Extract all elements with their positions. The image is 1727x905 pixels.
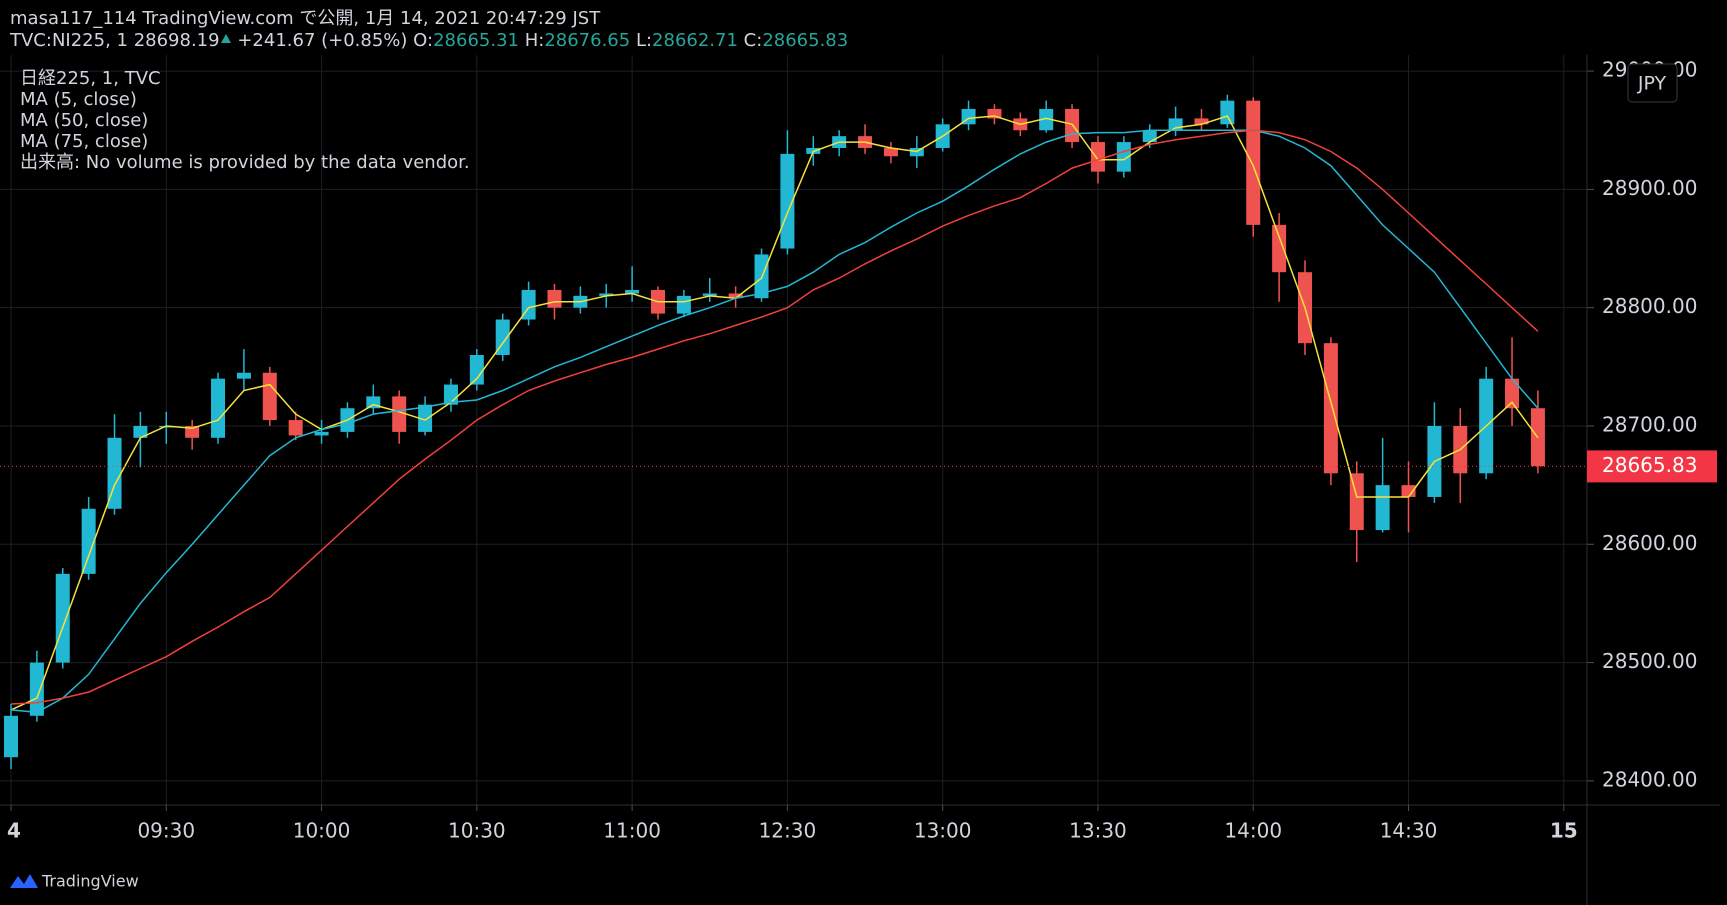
symbol: TVC:NI225, 1	[10, 30, 128, 51]
candle-body	[4, 715, 18, 758]
candle-body	[987, 108, 1002, 119]
last-price-box	[1587, 450, 1717, 483]
ohlc-value: 28662.71	[652, 30, 738, 51]
ma-line	[10, 115, 1539, 711]
ohlc-value: 28676.65	[544, 30, 631, 51]
candle-body	[1039, 108, 1054, 131]
x-tick-label: 12:30	[759, 819, 817, 843]
candle-body	[1246, 100, 1261, 225]
candle-body	[1349, 473, 1364, 531]
candle-body	[236, 372, 251, 379]
candle-body	[1168, 118, 1183, 131]
change: +241.67 (+0.85%)	[237, 30, 408, 51]
candle-body	[314, 431, 329, 436]
candle-body	[625, 289, 640, 294]
footer-text: TradingView	[41, 872, 139, 891]
x-tick-label: 09:30	[137, 819, 195, 843]
candle-body	[1142, 130, 1157, 143]
price: 28698.19	[133, 30, 220, 51]
last-price-label: 28665.83	[1602, 453, 1697, 477]
axes: 28400.00 28500.00 28600.00 28700.00 28800.00…	[7, 58, 1717, 843]
legend-entry: MA (5, close)	[20, 89, 137, 110]
x-tick-label: 13:00	[914, 819, 972, 843]
currency-box	[1627, 63, 1678, 103]
candle-body	[288, 420, 303, 436]
candle-body	[81, 508, 96, 574]
currency-label: JPY	[1637, 73, 1667, 95]
candle-body	[1116, 142, 1131, 172]
x-tick-label: 10:30	[448, 819, 506, 843]
legend-entry: MA (50, close)	[20, 110, 149, 131]
candle-body	[392, 396, 407, 432]
candle-body	[29, 662, 44, 716]
y-tick-label: 28700.00	[1602, 412, 1697, 436]
ohlc-value: 28665.31	[433, 30, 519, 51]
legend-entry: MA (75, close)	[20, 131, 149, 152]
candle-body	[599, 293, 614, 296]
candle-body	[1401, 485, 1416, 497]
candle-body	[1323, 343, 1338, 474]
footer-logo	[10, 874, 38, 888]
candle-body	[1272, 224, 1287, 273]
candle-body	[1505, 378, 1520, 409]
ohlc-label: O:	[413, 30, 434, 51]
x-tick-label: 11:00	[603, 819, 661, 843]
ohlc-label: L:	[635, 30, 653, 51]
legend-title: 日経225, 1, TVC	[20, 68, 161, 89]
candle-body	[883, 147, 898, 157]
candle-body	[133, 425, 148, 438]
y-tick-label: 28600.00	[1602, 531, 1697, 555]
candle-body	[211, 378, 226, 438]
header-line-1: masa117_114 TradingView.com で公開, 1月 14, …	[10, 8, 600, 30]
x-tick-label: 4	[7, 819, 21, 843]
y-tick-label: 28500.00	[1602, 649, 1697, 673]
candle-body	[1220, 100, 1235, 125]
candle-body	[55, 573, 70, 663]
ohlc: O:28665.31 H:28676.65 L:28662.71 C:28665…	[413, 30, 848, 51]
logo-icon	[10, 874, 38, 888]
x-tick-label: 13:30	[1069, 819, 1127, 843]
plot	[0, 94, 1587, 770]
candle-body	[547, 289, 562, 308]
x-tick-label: 15	[1550, 819, 1578, 843]
candle-body	[780, 153, 795, 249]
x-tick-label: 14:30	[1380, 819, 1438, 843]
candle-body	[676, 295, 691, 314]
candle-body	[495, 319, 510, 355]
volume-note: 出来高: No volume is provided by the data v…	[20, 152, 470, 173]
candle-body	[185, 425, 200, 438]
publish-info: masa117_114 TradingView.com で公開, 1月 14, …	[10, 8, 601, 29]
header-line-2: TVC:NI225, 1 28698.19 +241.67 (+0.85%) O…	[10, 30, 848, 52]
candle-body	[1090, 142, 1105, 172]
candle-body	[262, 372, 277, 421]
candle-body	[1194, 118, 1209, 125]
candle-body	[418, 404, 433, 432]
ohlc-value: 28665.83	[762, 30, 849, 51]
candle-body	[469, 355, 484, 385]
x-tick-label: 10:00	[293, 819, 351, 843]
ohlc-label: C:	[743, 30, 763, 51]
x-tick-label: 14:00	[1224, 819, 1282, 843]
candle-body	[366, 396, 381, 409]
candle-body	[1375, 485, 1390, 531]
ohlc-label: H:	[524, 30, 545, 51]
y-tick-label: 28400.00	[1602, 767, 1697, 791]
up-arrow	[220, 34, 231, 43]
candle-body	[107, 437, 122, 509]
candle-body	[728, 293, 743, 299]
ma-line	[10, 129, 1539, 705]
y-tick-label: 28900.00	[1602, 176, 1697, 200]
candle-body	[702, 293, 717, 296]
ma-line	[10, 129, 1539, 714]
y-tick-label: 28800.00	[1602, 294, 1697, 318]
